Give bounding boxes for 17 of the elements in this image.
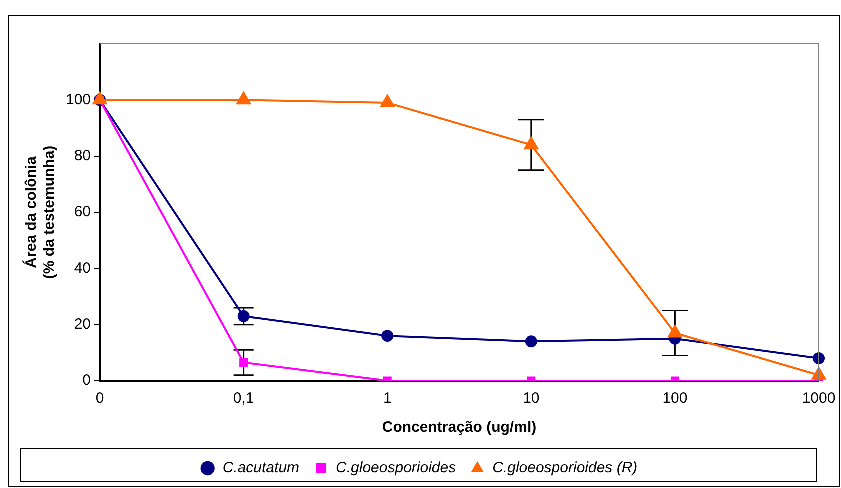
- y-tick-label: 60: [74, 204, 92, 221]
- legend-label: C.acutatum: [222, 460, 300, 477]
- y-tick-label: 100: [66, 91, 92, 108]
- x-axis-title: Concentração (ug/ml): [382, 419, 537, 436]
- x-tick-label: 0: [96, 390, 104, 408]
- legend-label: C.gloeosporioides (R): [492, 460, 638, 477]
- y-tick-label: 80: [74, 147, 92, 164]
- x-tick-label: 10: [523, 390, 540, 408]
- x-tick-label: 100: [662, 390, 688, 408]
- x-tick-label: 0,1: [233, 390, 254, 408]
- x-tick-label: 1: [383, 390, 392, 408]
- x-tick-label: 1000: [802, 390, 836, 408]
- y-axis-title: Área da colônia (% da testemunha): [22, 146, 58, 280]
- legend-label: C.gloeosporioides: [336, 460, 457, 477]
- y-tick-label: 40: [74, 260, 92, 277]
- y-tick-label: 20: [74, 316, 92, 333]
- y-tick-label: 0: [82, 372, 92, 390]
